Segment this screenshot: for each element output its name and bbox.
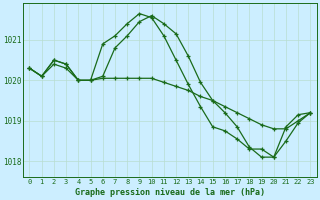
X-axis label: Graphe pression niveau de la mer (hPa): Graphe pression niveau de la mer (hPa): [75, 188, 265, 197]
